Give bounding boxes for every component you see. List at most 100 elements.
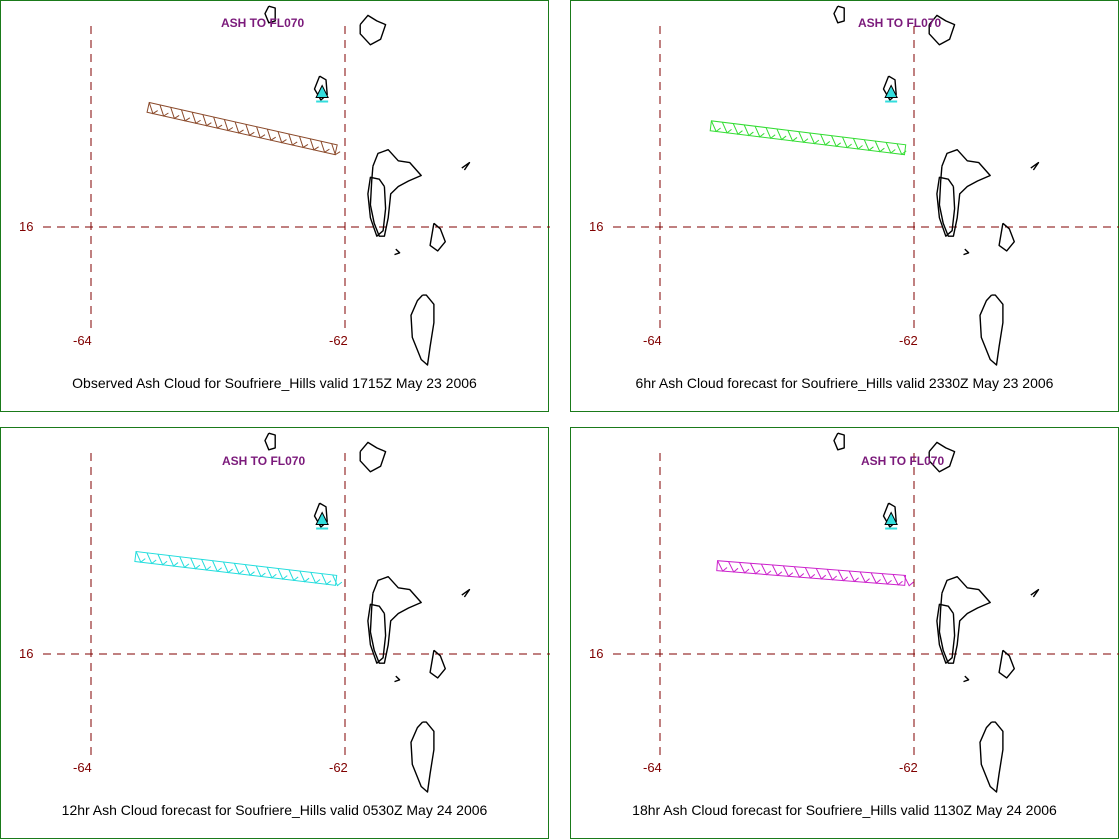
coastline-mariegalante	[429, 222, 446, 252]
ash-hatch	[903, 575, 914, 587]
ash-hatch	[233, 563, 244, 575]
ash-hatch	[896, 143, 907, 156]
ash-hatch	[721, 121, 732, 134]
ash-cloud	[134, 550, 343, 587]
ash-hatch	[223, 119, 234, 132]
ash-hatch	[266, 128, 276, 141]
coastline-nevis	[264, 5, 276, 24]
coastline-desirade	[461, 588, 471, 598]
ash-hatch	[892, 574, 903, 586]
ash-level-label: ASH TO FL070	[221, 16, 304, 30]
ash-cloud-outline	[709, 120, 907, 156]
ash-hatch	[277, 131, 287, 144]
ash-hatch	[804, 567, 816, 579]
ash-hatch	[320, 141, 330, 154]
lon-label-64: -64	[643, 333, 662, 348]
map-canvas: ASH TO FL070 16 -64 -62	[589, 5, 1119, 366]
ash-hatch	[732, 123, 743, 135]
map-panel-6hr: ASH TO FL070 16 -64 -62 6hr Ash Cloud fo…	[570, 0, 1119, 412]
ash-hatch	[859, 571, 870, 584]
coastline-saintes	[963, 675, 970, 683]
ash-hatch	[190, 557, 201, 570]
ash-hatch	[146, 552, 157, 565]
ash-hatch	[310, 572, 321, 584]
ash-hatch	[212, 560, 223, 573]
volcano-marker	[315, 84, 329, 99]
ash-cloud	[716, 560, 914, 587]
ash-hatch	[255, 565, 266, 578]
ash-hatch	[332, 574, 343, 587]
coastline-nevis	[833, 5, 845, 24]
grid-lines	[43, 453, 550, 758]
ash-level-label: ASH TO FL070	[861, 454, 944, 468]
ash-hatch	[717, 560, 728, 572]
ash-hatch	[331, 143, 341, 156]
ash-hatch	[179, 556, 190, 569]
ash-hatch	[793, 566, 805, 578]
ash-hatch	[765, 127, 776, 140]
ash-hatch	[831, 135, 842, 148]
coastline-mariegalante	[429, 649, 446, 679]
coastline-dominica	[410, 294, 435, 366]
panel-caption: 6hr Ash Cloud forecast for Soufriere_Hil…	[635, 375, 1054, 391]
coastline-guadeloupeW	[936, 176, 956, 237]
ash-hatch	[728, 561, 739, 573]
ash-hatch	[168, 555, 179, 567]
coastline-desirade	[1030, 161, 1040, 171]
volcano-icon	[315, 84, 329, 103]
coastline-desirade	[1030, 588, 1040, 598]
lon-label-64: -64	[73, 333, 92, 348]
ash-hatch	[234, 121, 244, 134]
coastline-dominica	[979, 721, 1004, 793]
grid-lines	[613, 26, 1119, 331]
ash-hatch	[288, 133, 298, 146]
ash-cloud	[146, 101, 341, 156]
ash-hatch	[180, 109, 191, 122]
lon-label-62: -62	[899, 760, 918, 775]
panel-caption: 18hr Ash Cloud forecast for Soufriere_Hi…	[632, 802, 1057, 818]
volcano-icon	[884, 511, 898, 530]
ash-level-label: ASH TO FL070	[222, 454, 305, 468]
coastlines	[264, 5, 471, 366]
map-canvas: ASH TO FL070 16 -64 -62	[19, 5, 550, 366]
coastline-antigua	[928, 14, 956, 46]
ash-hatch	[710, 120, 721, 133]
coastlines	[833, 5, 1040, 366]
coastlines	[264, 432, 471, 793]
volcano-icon	[884, 84, 898, 103]
coastlines	[833, 432, 1040, 793]
ash-hatch	[863, 139, 874, 152]
lat-label-16: 16	[19, 646, 33, 661]
ash-hatch	[885, 142, 896, 154]
coastline-mariegalante	[998, 649, 1015, 679]
map-panel-12hr: ASH TO FL070 16 -64 -62 12hr Ash Cloud f…	[0, 427, 550, 839]
grid-lines	[43, 26, 550, 331]
lon-label-64: -64	[643, 760, 662, 775]
ash-hatch	[826, 569, 838, 581]
ash-hatch	[288, 569, 299, 582]
ash-hatch	[222, 561, 233, 574]
coastline-guadeloupe	[369, 148, 422, 237]
ash-hatch	[754, 126, 765, 138]
ash-hatch	[739, 562, 750, 574]
coastline-guadeloupeW	[367, 603, 387, 664]
ash-hatch	[820, 134, 831, 146]
ash-hatch	[266, 566, 277, 579]
ash-hatch	[776, 128, 787, 141]
ash-hatch	[771, 564, 783, 577]
coastline-antigua	[359, 14, 387, 46]
ash-hatch	[244, 564, 255, 576]
volcano-marker	[884, 84, 898, 99]
map-panel-18hr: ASH TO FL070 16 -64 -62 18hr Ash Cloud f…	[570, 427, 1119, 839]
lon-label-64: -64	[73, 760, 92, 775]
ash-hatch	[870, 572, 881, 584]
ash-hatch	[309, 138, 319, 151]
ash-hatch	[277, 568, 288, 580]
ash-hatch	[202, 114, 212, 127]
volcano-marker	[884, 511, 898, 526]
volcano-icon	[315, 511, 329, 530]
coastline-saintes	[963, 248, 970, 256]
coastline-guadeloupe	[938, 148, 991, 237]
volcano-marker	[315, 511, 329, 526]
map-panel-observed: ASH TO FL070 16 -64 -62 Observed Ash Clo…	[0, 0, 550, 412]
